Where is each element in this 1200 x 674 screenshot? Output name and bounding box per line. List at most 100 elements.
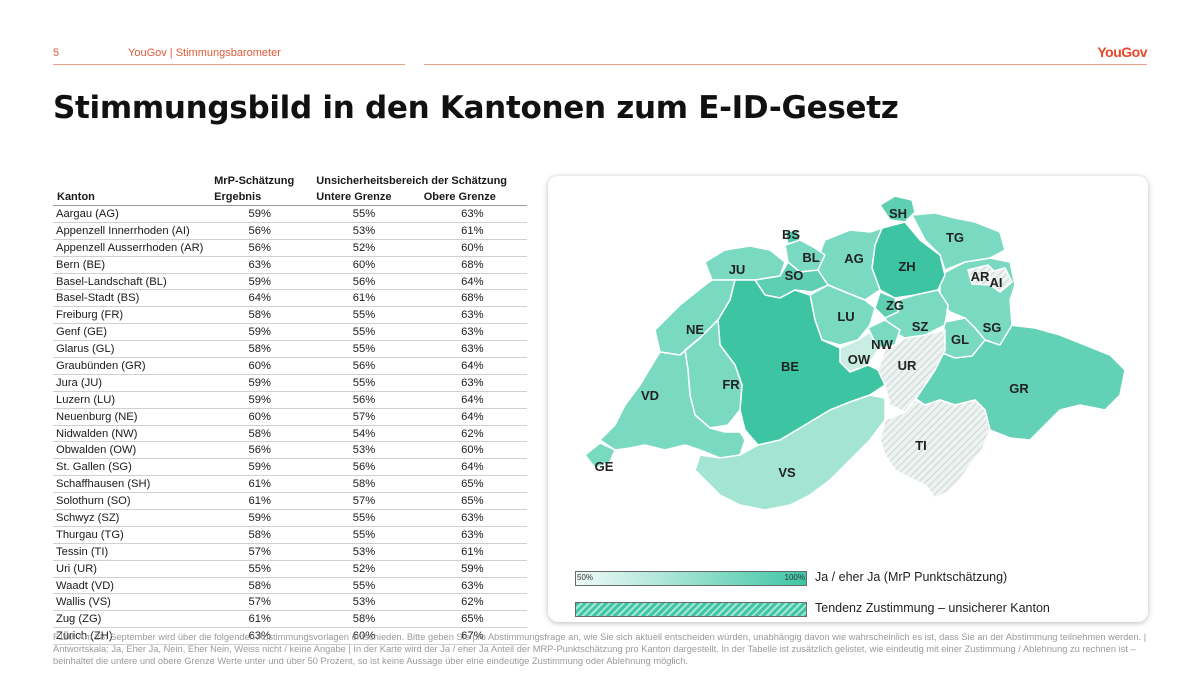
- legend-max-label: 100%: [784, 573, 805, 582]
- cell-result: 60%: [209, 408, 311, 426]
- cell-lower: 53%: [310, 222, 418, 240]
- cell-result: 55%: [209, 560, 311, 578]
- cell-lower: 55%: [310, 205, 418, 223]
- cell-result: 61%: [209, 475, 311, 494]
- cell-result: 63%: [209, 627, 311, 646]
- cell-lower: 56%: [310, 391, 418, 409]
- cell-canton: Waadt (VD): [53, 577, 210, 595]
- cell-result: 61%: [209, 610, 311, 629]
- cell-canton: Uri (UR): [53, 560, 210, 578]
- cell-lower: 55%: [310, 526, 418, 544]
- map-label-SZ: SZ: [912, 319, 929, 334]
- canton-VD: [599, 337, 746, 459]
- cell-result: 57%: [209, 543, 311, 561]
- cell-upper: 61%: [417, 222, 527, 240]
- cell-canton: Jura (JU): [53, 374, 210, 392]
- map-label-NE: NE: [686, 322, 704, 337]
- canton-AI: [989, 267, 1013, 293]
- section-title: YouGov | Stimmungsbarometer: [128, 47, 281, 59]
- table-row: Basel-Landschaft (BL) 59% 56% 64%: [53, 273, 527, 291]
- table-row: Zug (ZG) 61% 58% 65%: [53, 610, 527, 629]
- table-row: Uri (UR) 55% 52% 59%: [53, 560, 527, 578]
- map-label-GR: GR: [1009, 381, 1029, 396]
- map-label-OW: OW: [848, 352, 871, 367]
- cell-result: 59%: [209, 374, 311, 392]
- cell-canton: Schwyz (SZ): [53, 509, 210, 527]
- cell-lower: 56%: [310, 357, 418, 375]
- table-row: Bern (BE) 63% 60% 68%: [53, 256, 527, 274]
- cell-upper: 64%: [417, 458, 527, 477]
- cell-upper: 63%: [417, 526, 527, 544]
- switzerland-canton-map: SH BS TG BL AG ZH JU SO AR AI ZG LU SZ S…: [584, 195, 1126, 511]
- column-header-lower: Untere Grenze: [310, 189, 418, 206]
- cell-result: 59%: [209, 509, 311, 527]
- cell-lower: 58%: [310, 475, 418, 494]
- canton-SH: [879, 195, 916, 223]
- table-row: Solothurn (SO) 61% 57% 65%: [53, 492, 527, 511]
- canton-TI: [879, 399, 991, 499]
- cell-result: 58%: [209, 526, 311, 544]
- cell-upper: 63%: [417, 577, 527, 595]
- cell-lower: 56%: [310, 458, 418, 477]
- map-label-VD: VD: [641, 388, 659, 403]
- cell-result: 59%: [209, 391, 311, 409]
- cell-result: 64%: [209, 289, 311, 308]
- cell-result: 56%: [209, 239, 311, 257]
- column-header-result: Ergebnis: [209, 189, 311, 206]
- cell-result: 57%: [209, 593, 311, 612]
- cell-lower: 55%: [310, 509, 418, 527]
- map-label-AR: AR: [971, 269, 990, 284]
- cell-result: 58%: [209, 306, 311, 325]
- canton-results-table: MrP-Schätzung Unsicherheitsbereich der S…: [53, 173, 527, 646]
- cell-lower: 52%: [310, 239, 418, 257]
- cell-canton: Genf (GE): [53, 323, 210, 342]
- cell-result: 59%: [209, 205, 311, 223]
- cell-canton: Solothurn (SO): [53, 492, 210, 511]
- cell-canton: Neuenburg (NE): [53, 408, 210, 426]
- cell-result: 58%: [209, 340, 311, 359]
- cell-canton: Schaffhausen (SH): [53, 475, 210, 494]
- column-header-upper: Obere Grenze: [417, 189, 527, 206]
- map-label-FR: FR: [722, 377, 740, 392]
- page-number: 5: [53, 47, 60, 59]
- table-row: Glarus (GL) 58% 55% 63%: [53, 340, 527, 359]
- canton-BS: [784, 229, 801, 245]
- cell-lower: 55%: [310, 374, 418, 392]
- cell-result: 60%: [209, 357, 311, 375]
- cell-upper: 64%: [417, 408, 527, 426]
- cell-lower: 55%: [310, 577, 418, 595]
- canton-VS: [694, 394, 886, 511]
- cell-upper: 68%: [417, 289, 527, 308]
- table-row: Graubünden (GR) 60% 56% 64%: [53, 357, 527, 375]
- cell-upper: 64%: [417, 357, 527, 375]
- cell-canton: Appenzell Innerrhoden (AI): [53, 222, 210, 240]
- cell-lower: 55%: [310, 306, 418, 325]
- cell-lower: 53%: [310, 441, 418, 460]
- cell-canton: Glarus (GL): [53, 340, 210, 359]
- cell-upper: 61%: [417, 543, 527, 561]
- header-divider-left: [53, 64, 405, 65]
- table-row: Basel-Stadt (BS) 64% 61% 68%: [53, 289, 527, 308]
- cell-upper: 62%: [417, 593, 527, 612]
- table-row: St. Gallen (SG) 59% 56% 64%: [53, 458, 527, 477]
- map-label-ZH: ZH: [898, 259, 915, 274]
- cell-upper: 65%: [417, 610, 527, 629]
- yougov-logo: YouGov: [1097, 44, 1147, 60]
- cell-canton: Zürich (ZH): [53, 627, 210, 646]
- map-label-GE: GE: [595, 459, 614, 474]
- table-row: Aargau (AG) 59% 55% 63%: [53, 205, 527, 223]
- map-label-LU: LU: [837, 309, 854, 324]
- switzerland-map-card: SH BS TG BL AG ZH JU SO AR AI ZG LU SZ S…: [548, 176, 1148, 622]
- cell-lower: 53%: [310, 543, 418, 561]
- cell-result: 61%: [209, 492, 311, 511]
- column-header-canton: Kanton: [53, 189, 210, 206]
- cell-canton: Luzern (LU): [53, 391, 210, 409]
- cell-upper: 63%: [417, 374, 527, 392]
- cell-upper: 62%: [417, 425, 527, 443]
- cell-canton: Basel-Stadt (BS): [53, 289, 210, 308]
- cell-canton: Nidwalden (NW): [53, 425, 210, 443]
- table-row: Waadt (VD) 58% 55% 63%: [53, 577, 527, 595]
- cell-lower: 56%: [310, 273, 418, 291]
- cell-canton: Zug (ZG): [53, 610, 210, 629]
- map-label-SG: SG: [983, 320, 1002, 335]
